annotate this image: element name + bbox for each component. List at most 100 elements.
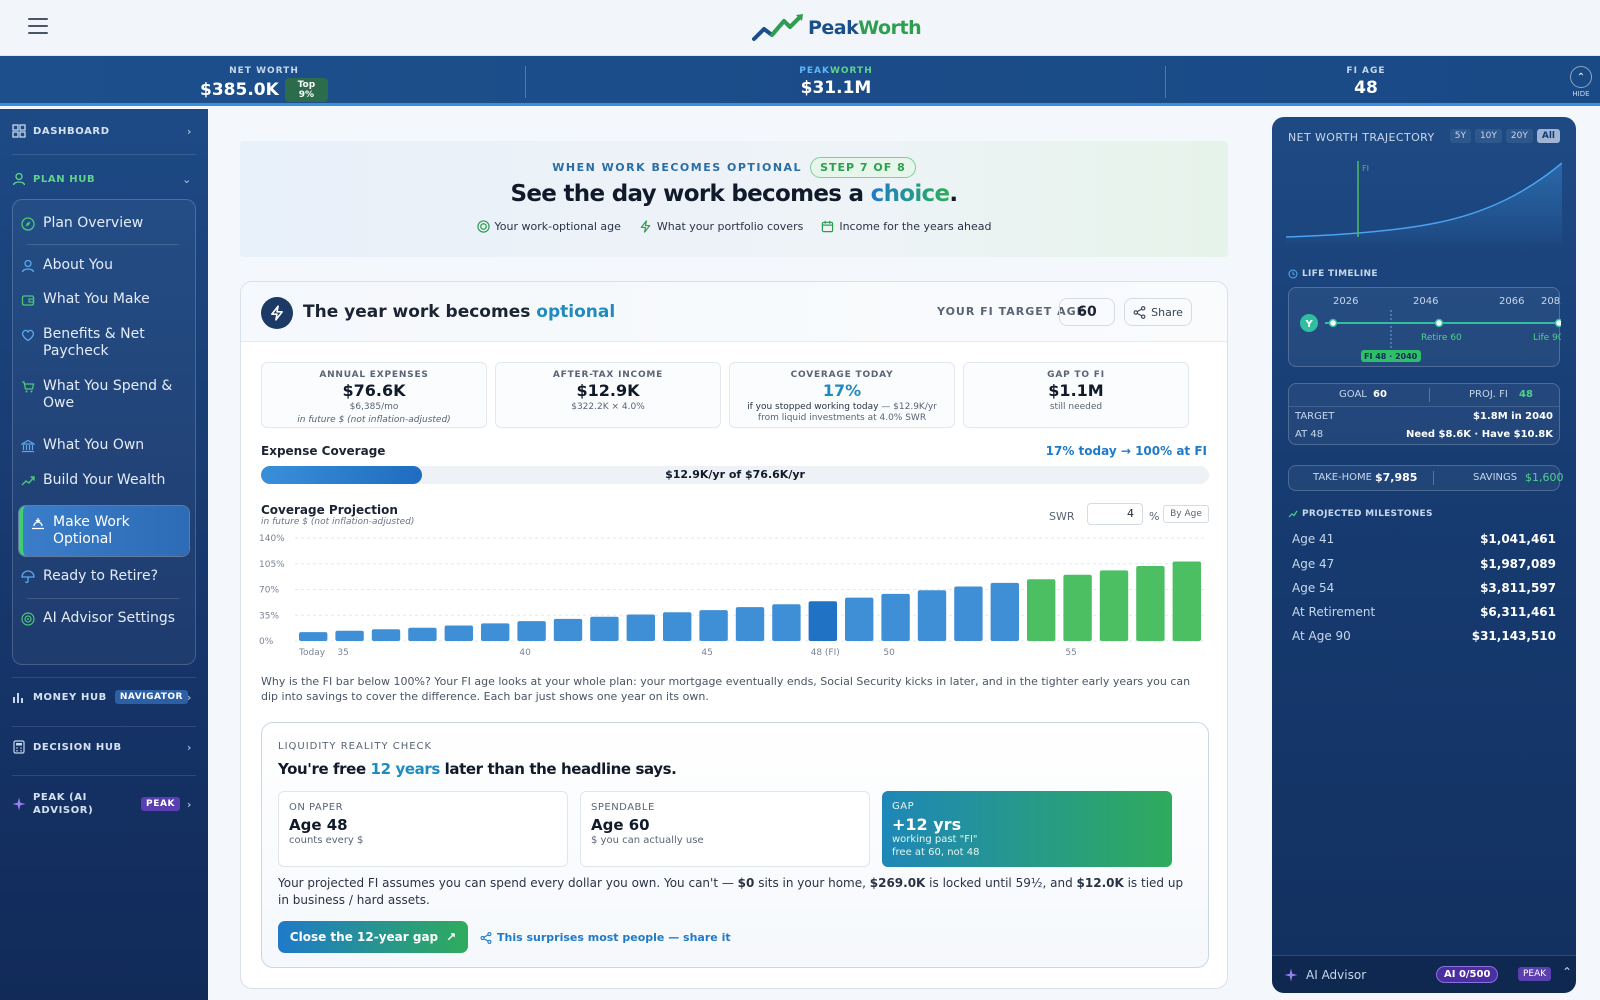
top-header: PeakWorth [0, 0, 1600, 56]
sidebar-item-about-you[interactable]: About You [21, 257, 187, 274]
milestone-row: Age 47 $1,987,089 [1292, 557, 1556, 571]
logo-peak: Peak [808, 17, 859, 39]
metric-coverage-today: COVERAGE TODAY 17% if you stopped workin… [729, 362, 955, 428]
chart-bar [663, 612, 692, 641]
chart-bar [335, 630, 364, 641]
tab-5y[interactable]: 5Y [1449, 129, 1471, 143]
ai-advisor-label: AI Advisor [1306, 968, 1367, 982]
timeline-dot [1328, 318, 1338, 328]
fi-target-age-input[interactable]: 60 [1059, 298, 1115, 326]
peak-badge: PEAK [1518, 967, 1552, 981]
sidebar-item-what-you-make[interactable]: What You Make [21, 291, 187, 308]
by-age-button[interactable]: By Age [1163, 505, 1209, 523]
business-value: $12.0K [1076, 876, 1124, 890]
proj-fi-value: 48 [1519, 389, 1533, 400]
metric-sub: — $12.9K/yr from liquid investments at 4… [757, 402, 937, 423]
nav-decision-hub[interactable]: DECISION HUB › [12, 735, 196, 759]
liquidity-title-a: You're free [278, 760, 371, 778]
nav-money-hub[interactable]: MONEY HUB NAVIGATOR › [12, 685, 196, 709]
sidebar-item-benefits[interactable]: Benefits & Net Paycheck [21, 326, 187, 360]
chart-bar [1136, 565, 1165, 641]
hero-eyebrow: WHEN WORK BECOMES OPTIONAL [552, 161, 803, 174]
chart-y-tick: 35% [259, 611, 279, 621]
metric-note: in future $ (not inflation-adjusted) [297, 415, 451, 425]
chart-bar [408, 627, 437, 641]
ai-advisor-bar[interactable]: AI Advisor AI 0/500 PEAK ⌃ [1272, 955, 1576, 993]
timeline-year: 2082 [1541, 296, 1561, 307]
chart-x-tick: 48 (FI) [811, 648, 840, 658]
app-logo[interactable]: PeakWorth [752, 8, 922, 48]
chart-bar [517, 621, 546, 641]
sidebar-item-build-wealth[interactable]: Build Your Wealth [21, 472, 187, 489]
nav-plan-hub[interactable]: PLAN HUB ⌄ [12, 167, 196, 191]
sidebar-item-plan-overview[interactable]: Plan Overview [21, 215, 187, 232]
close-gap-button[interactable]: Close the 12-year gap ↗ [278, 921, 468, 953]
card-title-a: The year work becomes [303, 302, 537, 322]
milestone-label: Age 41 [1292, 532, 1335, 546]
metric-value: $1.1M [1048, 381, 1104, 400]
bar-chart-icon [13, 693, 23, 703]
hero-banner: WHEN WORK BECOMES OPTIONAL STEP 7 OF 8 S… [240, 141, 1228, 257]
sparkle-icon [1284, 968, 1298, 982]
timeline-year: 2046 [1413, 296, 1438, 307]
share-button[interactable]: Share [1124, 298, 1192, 326]
card-title-accent: optional [536, 302, 616, 322]
target-icon [21, 612, 35, 626]
fi-badge: FI 48 · 2040 [1364, 352, 1418, 361]
box-value: +12 yrs [892, 815, 962, 834]
heart-icon [21, 329, 35, 342]
hide-stats-button[interactable]: ⌃ HIDE [1570, 66, 1592, 98]
logo-mark-icon [752, 14, 803, 41]
metric-label: GAP TO FI [1047, 370, 1105, 380]
chart-bar [917, 590, 947, 641]
sidebar-item-what-you-own[interactable]: What You Own [21, 437, 187, 454]
nav-dashboard-label: DASHBOARD [33, 125, 110, 137]
chevron-down-icon: ⌄ [182, 172, 192, 186]
projection-title: Coverage Projection [261, 503, 398, 517]
chart-bar [299, 632, 328, 641]
chevron-up-icon[interactable]: ⌃ [1562, 965, 1573, 979]
chart-bar [1172, 561, 1201, 641]
coverage-progress-fill [261, 466, 423, 484]
tab-all[interactable]: All [1536, 129, 1560, 143]
milestone-value: $1,987,089 [1480, 557, 1556, 571]
sidebar-item-ai-settings[interactable]: AI Advisor Settings [21, 610, 187, 627]
savings-label: SAVINGS [1473, 472, 1518, 483]
cart-icon [22, 381, 35, 393]
tab-20y[interactable]: 20Y [1505, 129, 1533, 143]
sidebar-item-spend-owe[interactable]: What You Spend & Owe [21, 378, 187, 412]
close-gap-label: Close the 12-year gap [289, 930, 439, 944]
fi-marker-label: FI [1362, 164, 1369, 173]
peak-worth-label-b: WORTH [829, 66, 873, 76]
swr-input[interactable]: 4 [1087, 503, 1143, 525]
box-sub: working past "FI" [892, 834, 978, 845]
sidebar-item-label: Benefits & Net Paycheck [43, 326, 145, 359]
on-paper-box: ON PAPER Age 48 counts every $ [278, 791, 568, 867]
sidebar-item-label: What You Spend & Owe [43, 378, 173, 411]
net-worth-stat: NET WORTH $385.0K Top 9% [200, 66, 328, 102]
gap-box: GAP +12 yrs working past "FI" free at 60,… [882, 791, 1172, 867]
metric-value: 17% [822, 381, 862, 400]
user-icon [12, 172, 26, 186]
retire-label: Retire 60 [1421, 333, 1462, 343]
metric-label: ANNUAL EXPENSES [319, 370, 429, 380]
takehome-label: TAKE-HOME [1313, 472, 1372, 483]
trending-up-icon [1288, 510, 1298, 518]
chart-bar [1099, 570, 1129, 641]
nav-dashboard[interactable]: DASHBOARD › [12, 119, 196, 143]
share-surprise-link[interactable]: This surprises most people — share it [480, 931, 731, 944]
milestone-row: Age 41 $1,041,461 [1292, 532, 1556, 546]
chart-y-tick: 140% [259, 534, 285, 544]
chart-x-tick: 45 [701, 648, 712, 658]
metric-label: COVERAGE TODAY [790, 370, 894, 380]
tab-10y[interactable]: 10Y [1474, 129, 1502, 143]
milestone-label: Age 54 [1292, 581, 1335, 595]
sidebar-item-label: Build Your Wealth [43, 472, 166, 488]
sidebar-item-ready-to-retire[interactable]: Ready to Retire? [21, 568, 187, 585]
milestone-value: $1,041,461 [1480, 532, 1556, 546]
menu-icon[interactable] [28, 18, 48, 36]
chart-x-tick: 40 [519, 648, 531, 658]
sidebar-item-make-work-optional[interactable]: Make Work Optional [19, 506, 189, 556]
nav-peak-ai[interactable]: PEAK (AI ADVISOR) PEAK › [12, 789, 196, 819]
chart-bar [845, 597, 874, 641]
